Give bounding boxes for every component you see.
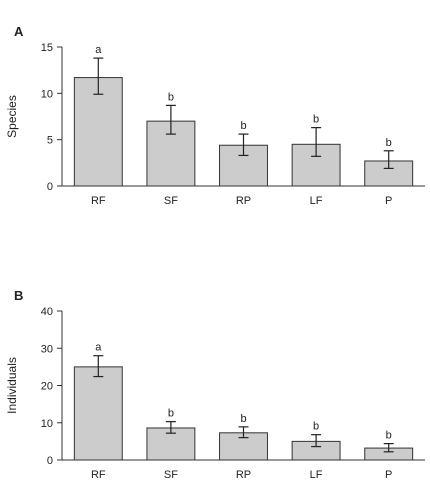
y-tick-label: 0 bbox=[47, 455, 53, 467]
y-tick-label: 5 bbox=[47, 135, 53, 147]
y-tick-label: 30 bbox=[41, 343, 53, 355]
category-label: LF bbox=[310, 469, 323, 481]
panel-letter: A bbox=[14, 24, 24, 39]
y-tick-label: 40 bbox=[41, 306, 53, 318]
significance-label: b bbox=[168, 91, 174, 103]
significance-label: b bbox=[240, 413, 246, 425]
category-label: RF bbox=[91, 469, 106, 481]
panel-letter: B bbox=[14, 288, 23, 303]
panel-b: B 0 10 20 30 40 Individuals a RF b SF b RP b LF b P bbox=[5, 288, 425, 481]
significance-label: a bbox=[95, 44, 102, 56]
category-label: P bbox=[385, 469, 392, 481]
significance-label: b bbox=[313, 421, 319, 433]
bar-rf bbox=[73, 366, 123, 461]
y-axis-title: Individuals bbox=[5, 357, 19, 414]
significance-label: b bbox=[386, 430, 392, 442]
significance-label: b bbox=[168, 408, 174, 420]
significance-label: b bbox=[313, 114, 319, 126]
significance-label: b bbox=[386, 137, 392, 149]
category-label: LF bbox=[310, 195, 323, 207]
bar-rf bbox=[73, 77, 123, 187]
y-tick-label: 0 bbox=[47, 181, 53, 193]
panel-a: A 0 5 10 15 Species a RF b SF b RP b LF b P bbox=[5, 24, 425, 207]
category-label: P bbox=[385, 195, 392, 207]
y-axis-title: Species bbox=[5, 95, 19, 138]
category-label: SF bbox=[164, 469, 178, 481]
significance-label: a bbox=[95, 342, 102, 354]
category-label: RP bbox=[236, 195, 251, 207]
significance-label: b bbox=[240, 120, 246, 132]
category-label: RF bbox=[91, 195, 106, 207]
category-label: RP bbox=[236, 469, 251, 481]
y-tick-label: 20 bbox=[41, 381, 53, 393]
y-tick-label: 10 bbox=[41, 88, 53, 100]
y-tick-label: 10 bbox=[41, 418, 53, 430]
category-label: SF bbox=[164, 195, 178, 207]
y-tick-label: 15 bbox=[41, 42, 53, 54]
